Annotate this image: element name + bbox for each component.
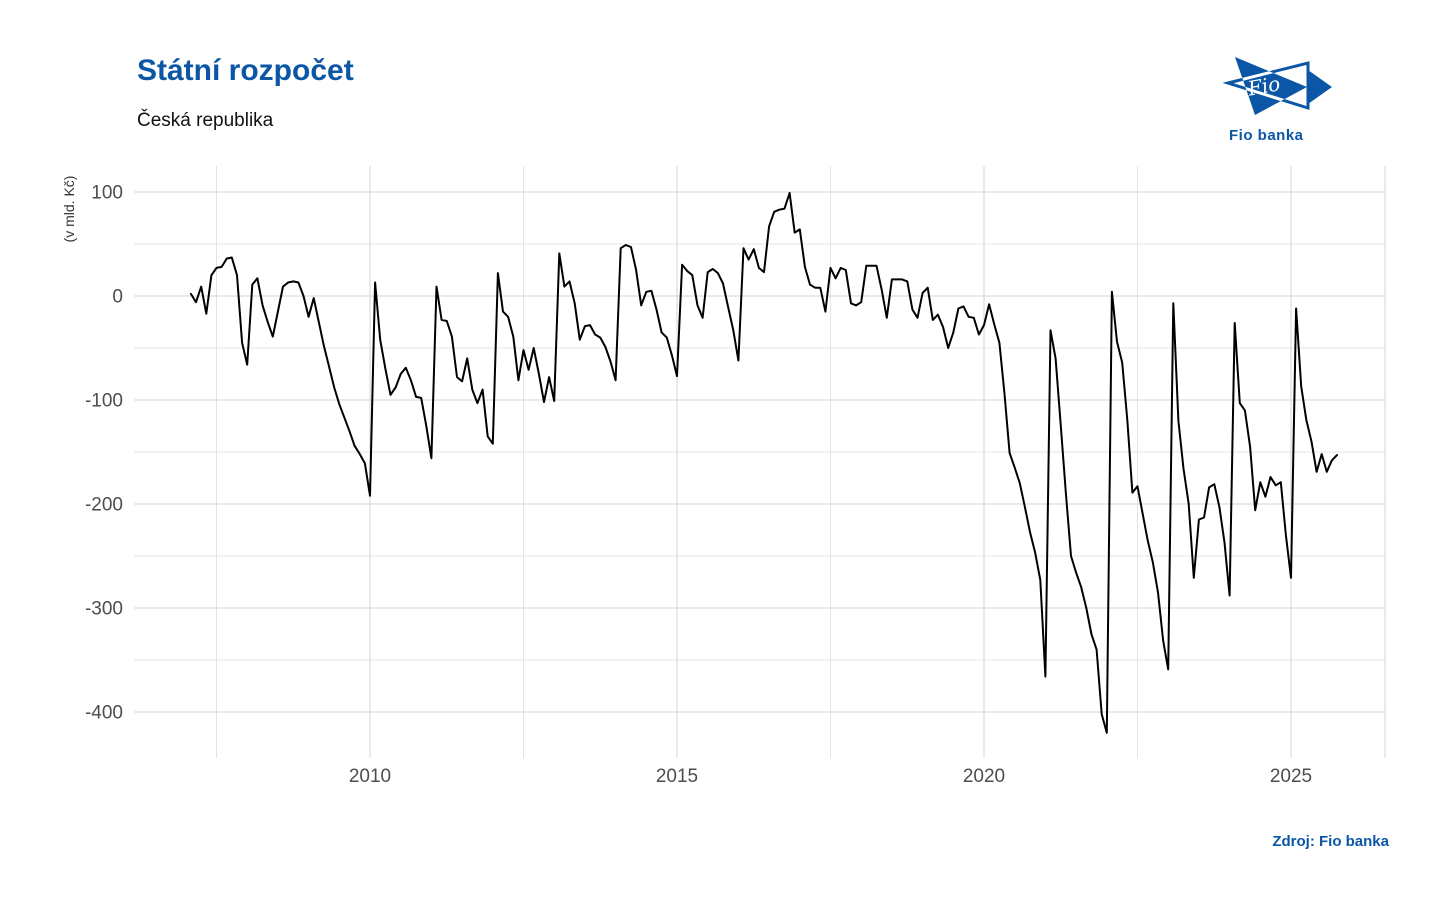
- y-tick-label: -400: [85, 703, 123, 724]
- logo-monogram: Fio: [1245, 71, 1282, 100]
- chart-title: Státní rozpočet: [137, 54, 354, 87]
- logo-arrow: [1308, 70, 1332, 104]
- fio-banka-logo: Fio Fio banka: [1208, 52, 1343, 144]
- x-tick-label: 2015: [656, 766, 698, 787]
- y-tick-label: -300: [85, 599, 123, 620]
- fio-logo-icon: Fio: [1222, 57, 1332, 115]
- logo-caption: Fio banka: [1229, 127, 1304, 144]
- logo-solid-triangle: [1235, 57, 1307, 115]
- y-tick-label: 0: [112, 287, 123, 308]
- y-tick-label: -200: [85, 495, 123, 516]
- x-tick-label: 2020: [963, 766, 1005, 787]
- budget-balance-line: [189, 192, 1338, 734]
- x-tick-label: 2025: [1270, 766, 1312, 787]
- source-note: Zdroj: Fio banka: [1272, 833, 1389, 850]
- x-tick-label: 2010: [349, 766, 391, 787]
- chart-subtitle: Česká republika: [137, 110, 274, 131]
- y-tick-label: -100: [85, 391, 123, 412]
- y-tick-label: 100: [91, 183, 123, 204]
